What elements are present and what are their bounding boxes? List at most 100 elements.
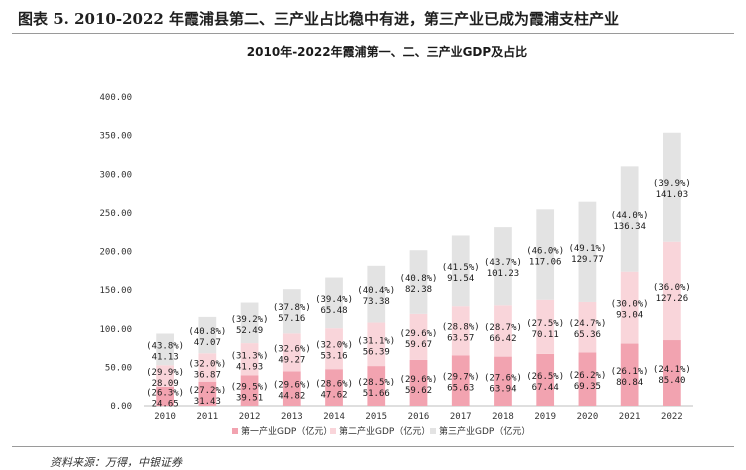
bar-segment [198, 316, 217, 354]
x-tick-label: 2022 [661, 412, 683, 422]
value-label: 49.27 [278, 355, 305, 365]
bar-segment [663, 340, 681, 406]
bar-segment [282, 371, 301, 406]
share-label: (31.3%) [231, 351, 269, 361]
figure-title: 图表 5. 2010-2022 年霞浦县第二、三产业占比稳中有进，第三产业已成为… [18, 10, 620, 28]
value-label: 66.42 [489, 334, 516, 344]
x-tick-label: 2012 [239, 412, 261, 422]
value-label: 47.62 [320, 391, 347, 401]
share-label: (29.7%) [442, 373, 480, 383]
value-label: 80.84 [616, 378, 643, 388]
value-label: 31.43 [194, 397, 221, 407]
share-label: (26.2%) [568, 371, 606, 381]
bar-segment [325, 277, 343, 329]
bar-segment [240, 302, 259, 344]
legend-swatch [330, 428, 336, 434]
bar-segment [198, 353, 217, 382]
share-label: (29.5%) [231, 383, 269, 393]
bar-segment [536, 299, 555, 354]
value-label: 141.03 [656, 190, 689, 200]
bar-segment [156, 386, 174, 406]
y-tick-label: 350.00 [99, 132, 132, 142]
x-tick-label: 2015 [365, 412, 387, 422]
legend-swatch [430, 428, 436, 434]
y-tick-label: 100.00 [99, 325, 132, 335]
share-label: (29.6%) [273, 381, 311, 391]
y-tick-label: 200.00 [99, 248, 132, 258]
bar-segment [494, 356, 512, 406]
share-label: (43.7%) [484, 258, 522, 268]
bar-segment [409, 313, 428, 360]
bar-segment [663, 241, 681, 341]
share-label: (28.8%) [442, 323, 480, 333]
bar-segment [156, 365, 174, 387]
value-label: 136.34 [613, 222, 646, 232]
x-tick-label: 2017 [450, 412, 472, 422]
bar-segment [620, 271, 639, 344]
value-label: 63.94 [489, 384, 516, 394]
x-tick-label: 2018 [492, 412, 514, 422]
bar-segment [451, 235, 470, 307]
share-label: (26.5%) [526, 372, 564, 382]
bar-segment [578, 201, 597, 302]
bar-segment [451, 355, 470, 406]
value-label: 73.38 [363, 297, 390, 307]
value-label: 53.16 [320, 352, 347, 362]
y-axis: 0.00 50.00 100.00 150.00 200.00 250.00 300.00 3… [99, 93, 132, 412]
bar-segment [367, 322, 386, 367]
value-label: 127.26 [656, 294, 689, 304]
share-label: (31.1%) [357, 336, 395, 346]
y-tick-label: 250.00 [99, 209, 132, 219]
y-tick-label: 50.00 [105, 363, 132, 373]
value-label: 56.39 [363, 347, 390, 357]
legend: 第一产业GDP（亿元） 第二产业GDP（亿元） 第三产业GDP（亿元） [232, 425, 530, 437]
value-label: 65.63 [447, 384, 474, 394]
bar-segment [578, 352, 597, 406]
value-label: 47.07 [194, 338, 221, 348]
share-label: (39.4%) [315, 295, 353, 305]
value-label: 63.57 [447, 334, 474, 344]
share-label: (24.1%) [653, 365, 691, 375]
x-tick-label: 2013 [281, 412, 303, 422]
legend-label: 第三产业GDP（亿元） [439, 425, 530, 437]
value-label: 82.38 [405, 285, 432, 295]
value-label: 117.06 [529, 258, 562, 268]
share-label: (29.6%) [400, 375, 438, 385]
value-label: 91.54 [447, 274, 474, 284]
value-label: 65.36 [574, 330, 601, 340]
share-label: (40.8%) [400, 274, 438, 284]
bar-segment [156, 333, 174, 366]
share-label: (41.5%) [442, 263, 480, 273]
x-axis: 2010 2011 2012 2013 2014 2015 2016 2017 2018 2019… [144, 405, 693, 422]
value-label: 70.11 [532, 330, 559, 340]
share-label: (24.7%) [568, 319, 606, 329]
share-label: (32.0%) [188, 359, 226, 369]
value-label: 36.87 [194, 370, 221, 380]
share-label: (36.0%) [653, 283, 691, 293]
value-label: 69.35 [574, 382, 601, 392]
bar-segment [451, 306, 470, 356]
value-label: 51.66 [363, 389, 390, 399]
share-label: (28.6%) [315, 380, 353, 390]
x-tick-label: 2011 [197, 412, 219, 422]
share-label: (49.1%) [568, 244, 606, 254]
y-tick-label: 0.00 [110, 402, 132, 412]
bar-segment [325, 369, 343, 406]
bar-segment [240, 375, 259, 406]
value-label: 39.51 [236, 394, 263, 404]
x-tick-label: 2019 [534, 412, 556, 422]
x-tick-label: 2014 [323, 412, 345, 422]
bar-segment [367, 265, 386, 323]
value-label: 85.40 [658, 376, 685, 386]
x-tick-label: 2021 [619, 412, 641, 422]
bar-segment [578, 301, 597, 353]
x-tick-label: 2016 [408, 412, 430, 422]
value-label: 41.13 [152, 352, 179, 362]
legend-label: 第二产业GDP（亿元） [339, 425, 430, 437]
bar-segment [409, 250, 428, 314]
value-label: 44.82 [278, 392, 305, 402]
y-tick-label: 150.00 [99, 286, 132, 296]
bar-segment [663, 132, 681, 242]
share-label: (32.0%) [315, 341, 353, 351]
title-divider [12, 33, 734, 34]
